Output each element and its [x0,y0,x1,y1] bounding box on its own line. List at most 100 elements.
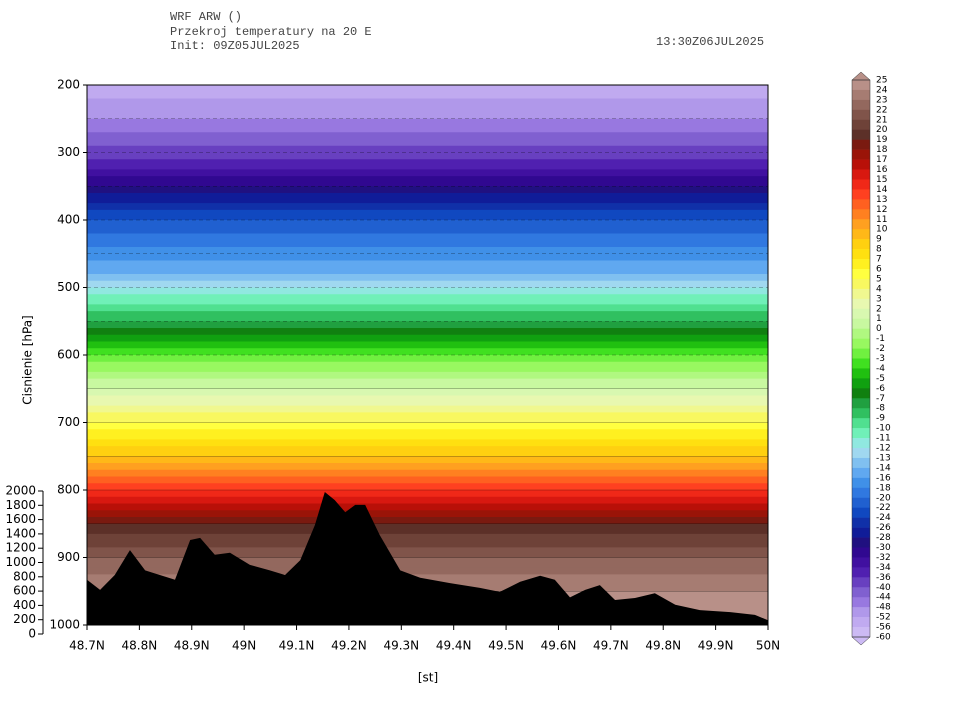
temperature-band [87,277,768,282]
colorbar-label: 8 [876,245,882,255]
colorbar-box [852,169,870,180]
temperature-band [87,331,768,336]
x-tick-label: 49.5N [488,639,524,653]
temperature-band [87,226,768,231]
temperature-band [87,162,768,167]
colorbar-box [852,199,870,210]
colorbar-box [852,507,870,518]
colorbar-label: 19 [876,135,888,145]
temperature-band [87,547,768,552]
y2-tick-label: 600 [13,584,36,598]
colorbar-label: -11 [876,434,891,444]
colorbar-box [852,537,870,548]
y-tick-label: 900 [57,550,80,564]
colorbar-label: -48 [876,603,891,613]
y-tick-label: 600 [57,348,80,362]
temperature-band [87,230,768,235]
temperature-band [87,540,768,545]
temperature-band [87,172,768,177]
temperature-band [87,368,768,373]
temperature-band [87,560,768,565]
temperature-band [87,527,768,532]
colorbar-box [852,358,870,369]
temperature-band [87,135,768,140]
y2-tick-label: 1000 [5,555,36,569]
temperature-band [87,213,768,218]
temperature-band [87,247,768,251]
colorbar-label: -44 [876,593,891,603]
colorbar-label: 10 [876,225,888,235]
y2-tick-label: 400 [13,598,36,612]
x-tick-label: 49.6N [541,639,577,653]
temperature-band [87,429,768,434]
colorbar-label: 17 [876,155,887,165]
colorbar-label: -56 [876,623,891,633]
colorbar-box [852,99,870,111]
colorbar-label: -6 [876,384,885,394]
colorbar-box [852,318,870,329]
colorbar-label: 21 [876,115,887,125]
temperature-band [87,142,768,147]
y-tick-label: 400 [57,213,80,227]
colorbar-box [852,547,870,558]
temperature-band [87,88,768,93]
colorbar-label: -40 [876,583,891,593]
temperature-band [87,115,768,120]
temperature-band [87,405,768,410]
temperature-band [87,297,768,302]
temperature-band [87,382,768,386]
colorbar-label: -60 [876,633,891,643]
y2-tick-label: 1200 [5,541,36,555]
temperature-band [87,338,768,343]
temperature-band [87,132,768,137]
colorbar-box [852,308,870,320]
colorbar-label: 3 [876,294,882,304]
colorbar-bottom [851,636,871,646]
temperature-band [87,328,768,332]
temperature-band [87,442,768,447]
temperature-band [87,263,768,268]
colorbar-box [852,617,870,628]
colorbar-label: -36 [876,573,891,583]
colorbar-box [852,627,870,638]
temperature-band [87,483,768,488]
colorbar-label: -4 [876,364,885,374]
init-time: Init: 09Z05JUL2025 [170,39,300,53]
colorbar-box [852,477,870,489]
temperature-band [87,105,768,110]
temperature-band [87,270,768,275]
temperature-band [87,186,768,191]
colorbar-box [852,129,870,140]
colorbar-label: 15 [876,175,887,185]
temperature-band [87,236,768,241]
temperature-band [87,145,768,150]
y-tick-label: 300 [57,145,80,159]
colorbar-label: 9 [876,235,882,245]
colorbar-box [852,567,870,578]
temperature-band [87,152,768,157]
temperature-band [87,220,768,224]
temperature-band [87,506,768,511]
colorbar-label: -7 [876,394,885,404]
terrain [87,492,768,625]
y-tick-label: 800 [57,483,80,497]
colorbar-label: 7 [876,255,882,265]
colorbar-box [852,159,870,170]
temperature-band [87,392,768,397]
temperature-band [87,108,768,113]
temperature-band [87,324,768,329]
colorbar-box [852,139,870,150]
temperature-band [87,122,768,127]
temperature-band [87,385,768,390]
temperature-band [87,412,768,417]
temperature-band [87,503,768,508]
y-tick-label: 1000 [49,618,80,632]
temperature-band [87,95,768,100]
temperature-band [87,415,768,420]
colorbar-box [852,597,870,608]
temperature-band [87,250,768,255]
temperature-band [87,112,768,116]
temperature-band [87,159,768,164]
colorbar-label: -1 [876,334,885,344]
colorbar-label: 20 [876,125,888,135]
